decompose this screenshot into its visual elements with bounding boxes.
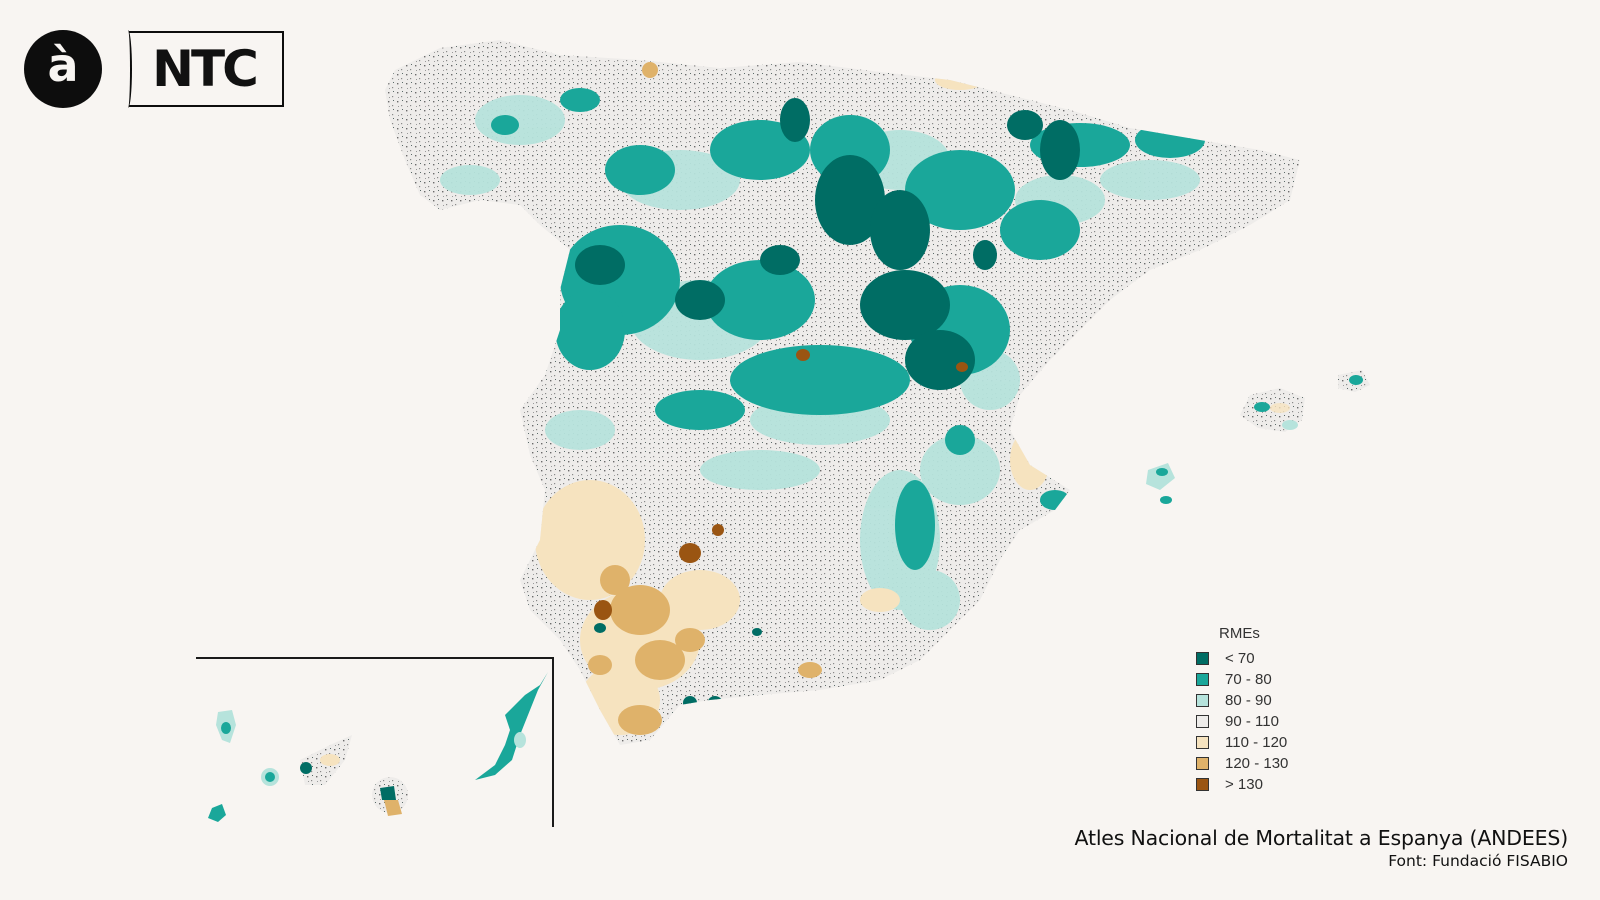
legend-item: 110 - 120 [1196,732,1288,753]
legend-item: 80 - 90 [1196,690,1288,711]
legend-swatch [1196,673,1209,686]
legend-label: 110 - 120 [1225,734,1288,751]
mainland-spain [385,40,1300,745]
legend-label: > 130 [1225,776,1263,793]
legend-item: 90 - 110 [1196,711,1288,732]
legend-item: 120 - 130 [1196,753,1288,774]
map-legend: RMEs < 70 70 - 80 80 - 90 90 - 110 110 -… [1196,625,1288,795]
legend-label: < 70 [1225,650,1255,667]
ntc-logo: NTC [122,30,284,108]
legend-swatch [1196,757,1209,770]
canary-islands [208,672,548,822]
legend-item: > 130 [1196,774,1288,795]
canary-islands-inset-frame [196,657,554,827]
legend-swatch [1196,715,1209,728]
map-title: Atles Nacional de Mortalitat a Espanya (… [1074,826,1569,850]
legend-item: < 70 [1196,648,1288,669]
legend-title: RMEs [1219,625,1260,642]
legend-item: 70 - 80 [1196,669,1288,690]
legend-label: 90 - 110 [1225,713,1279,730]
a-punt-logo: à [24,30,102,108]
legend-label: 70 - 80 [1225,671,1272,688]
legend-swatch [1196,778,1209,791]
map-source: Font: Fundació FISABIO [1388,852,1568,870]
brand-logos: à NTC [24,30,284,108]
map-caption: Atles Nacional de Mortalitat a Espanya (… [1074,826,1569,870]
legend-swatch [1196,694,1209,707]
balearic-islands [1146,370,1370,504]
legend-label: 80 - 90 [1225,692,1272,709]
legend-swatch [1196,652,1209,665]
legend-swatch [1196,736,1209,749]
legend-label: 120 - 130 [1225,755,1289,772]
